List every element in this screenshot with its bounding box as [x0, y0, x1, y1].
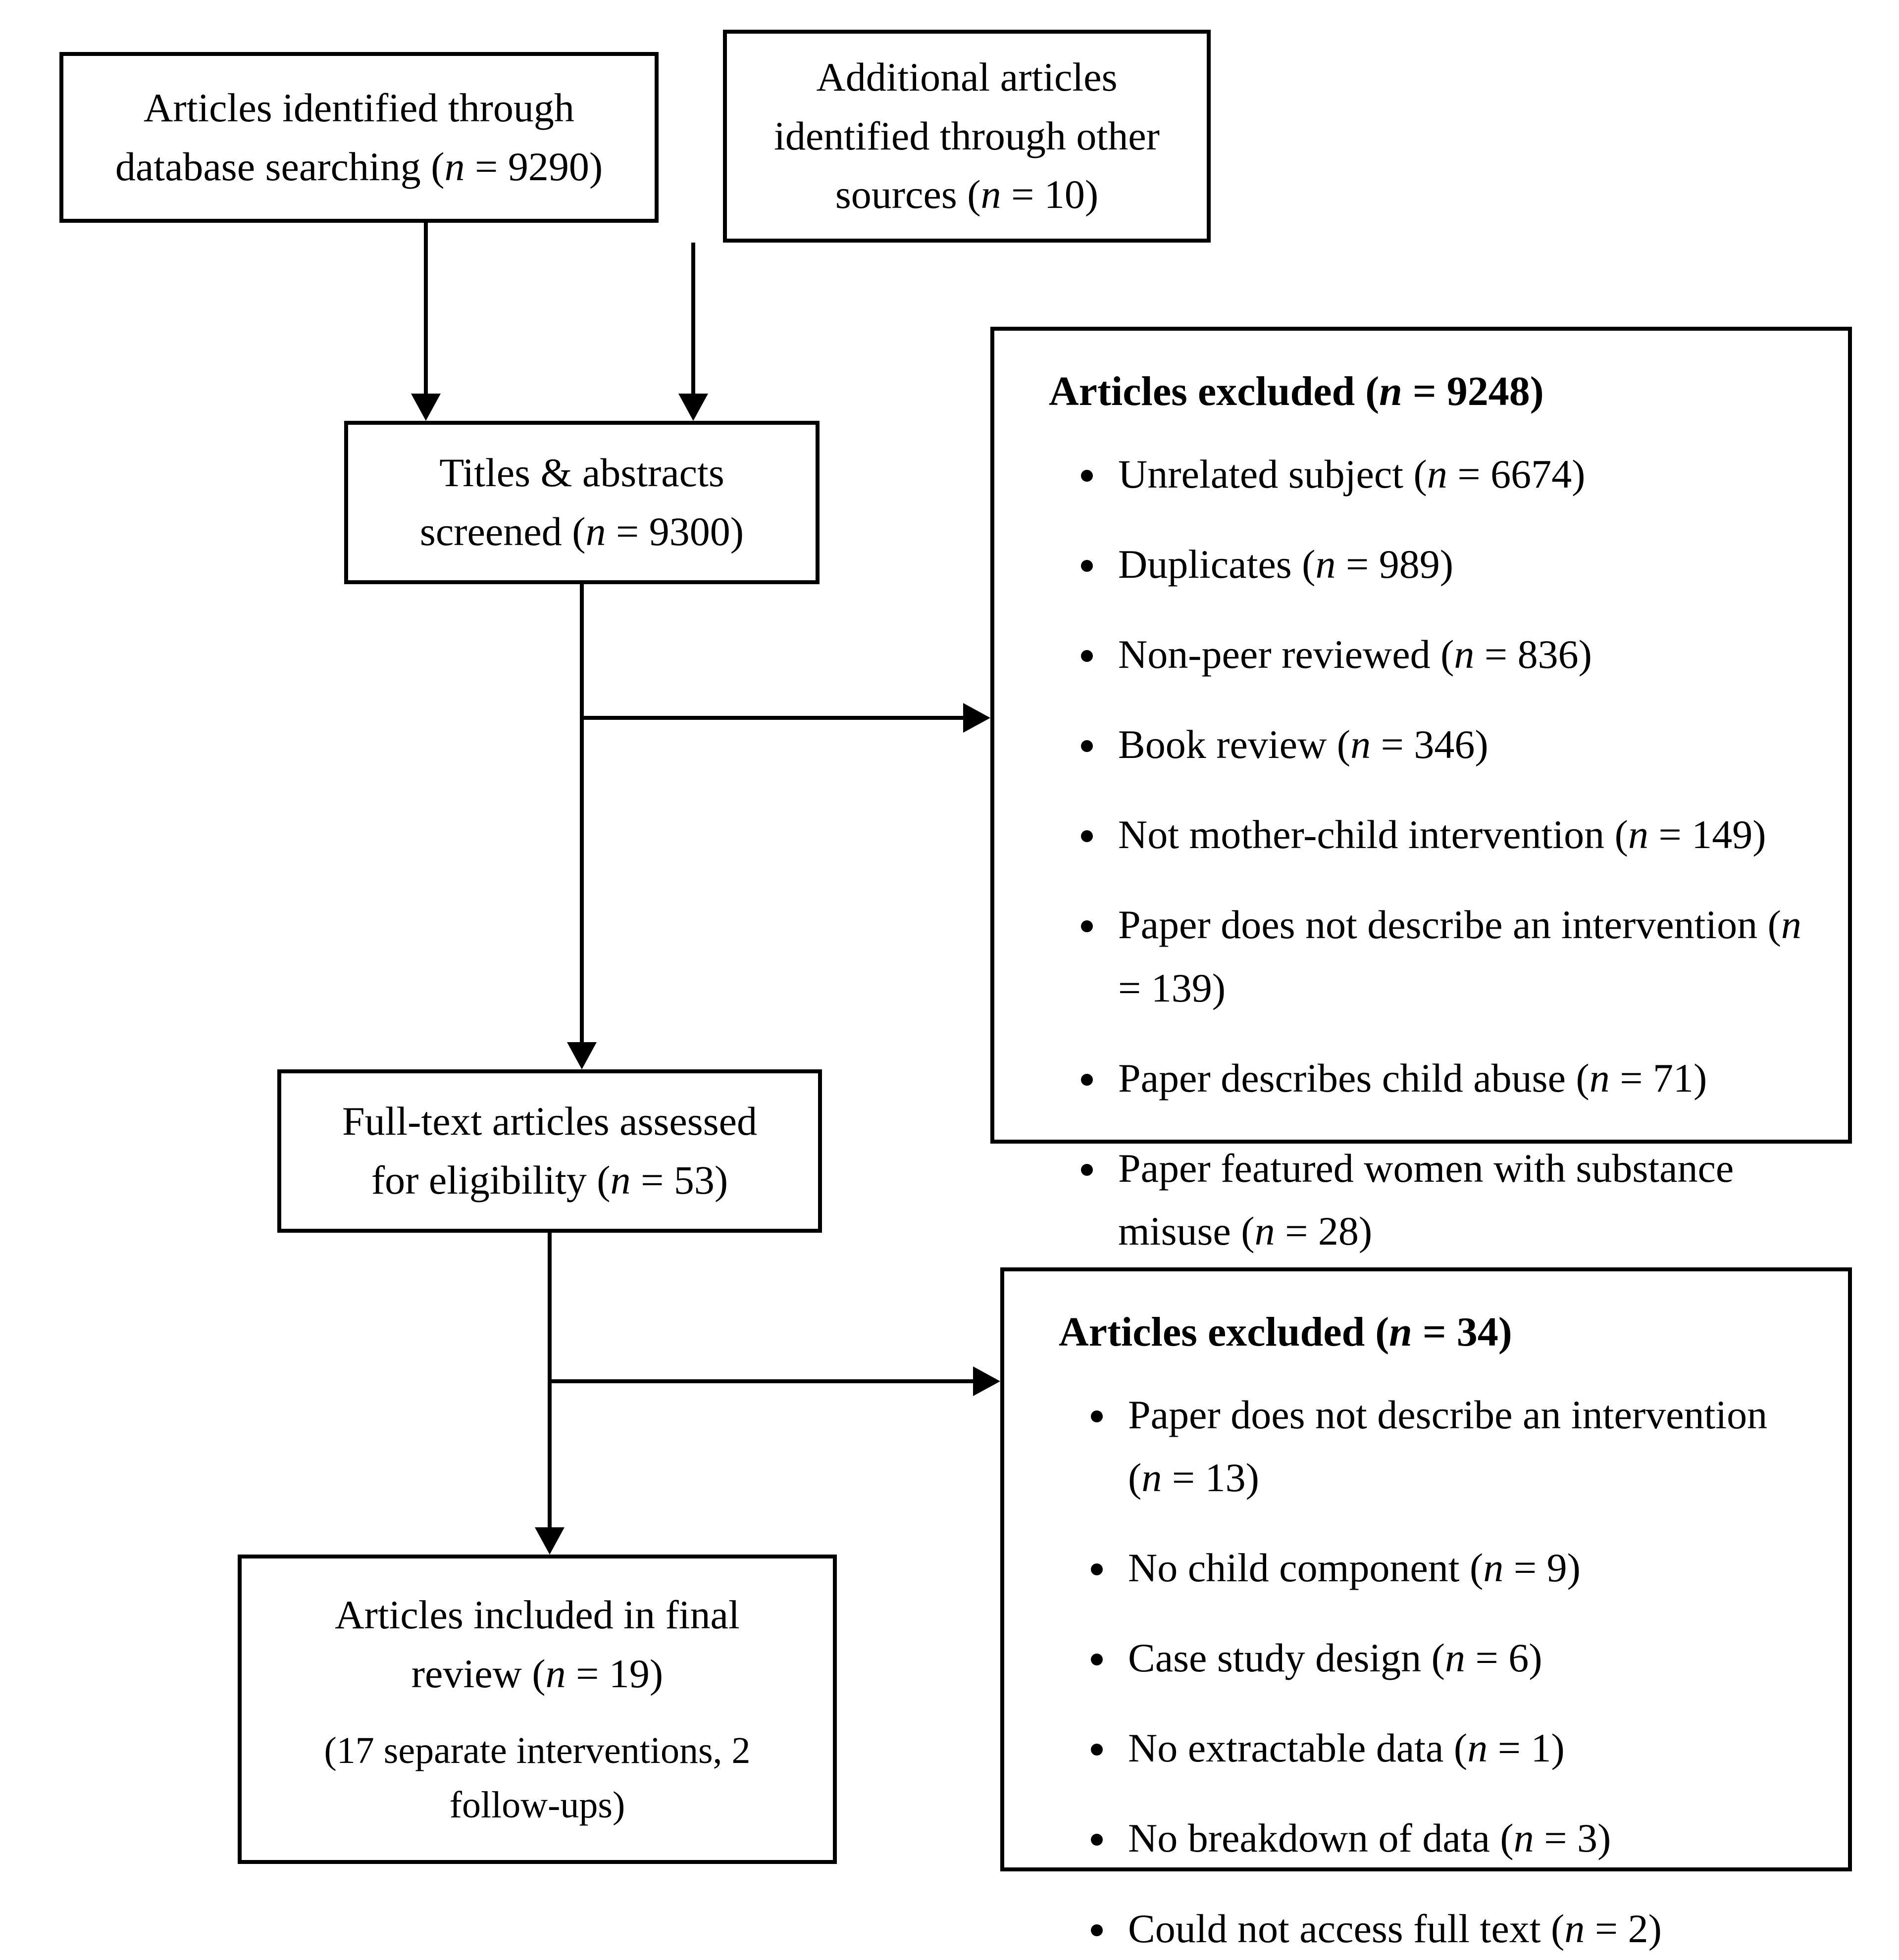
- node-text: Articles identified through database sea…: [93, 79, 625, 197]
- exclusion-heading: Articles excluded (n = 34): [1059, 1301, 1808, 1363]
- node-text: Titles & abstracts screened (n = 9300): [420, 444, 744, 561]
- text: Articles excluded (: [1059, 1309, 1389, 1355]
- n-value: 9248: [1447, 368, 1530, 414]
- n-label: n: [445, 144, 465, 189]
- n-label: n: [1389, 1309, 1412, 1355]
- text: for eligibility (: [371, 1157, 611, 1203]
- equals: =: [566, 1651, 609, 1696]
- n-value: 34: [1457, 1309, 1498, 1355]
- equals: =: [465, 144, 508, 189]
- text: ): [730, 509, 744, 554]
- text: ): [650, 1651, 663, 1696]
- exclusion-item: Could not access full text (n = 2): [1118, 1897, 1808, 1960]
- text: Articles excluded (: [1049, 368, 1379, 414]
- n-label: n: [611, 1157, 631, 1203]
- exclusion-item: Paper does not describe an intervention …: [1108, 893, 1808, 1019]
- text: ): [1530, 368, 1544, 414]
- exclusion-item: Paper featured women with substance misu…: [1108, 1137, 1808, 1262]
- text: Articles included in final: [335, 1592, 739, 1637]
- exclusion-list: Paper does not describe an intervention …: [1044, 1383, 1808, 1960]
- n-label: n: [1379, 368, 1402, 414]
- node-text: Additional articles identified through o…: [774, 48, 1160, 225]
- node-subtext: (17 separate interventions, 2 follow-ups…: [271, 1723, 803, 1832]
- n-label: n: [981, 172, 1001, 217]
- exclusion-heading: Articles excluded (n = 9248): [1049, 360, 1808, 423]
- exclusion-item: Paper does not describe an intervention …: [1118, 1383, 1808, 1509]
- n-label: n: [586, 509, 606, 554]
- text: Titles & abstracts: [439, 450, 724, 495]
- node-included: Articles included in final review (n = 1…: [238, 1555, 837, 1864]
- node-identified-other: Additional articles identified through o…: [723, 30, 1211, 243]
- exclusion-item: No child component (n = 9): [1118, 1536, 1808, 1599]
- exclusion-box-2: Articles excluded (n = 34) Paper does no…: [1000, 1267, 1852, 1871]
- exclusion-box-1: Articles excluded (n = 9248) Unrelated s…: [990, 327, 1852, 1144]
- text: review (: [411, 1651, 546, 1696]
- text: identified through other: [774, 113, 1160, 158]
- text: ): [589, 144, 603, 189]
- text: screened (: [420, 509, 586, 554]
- equals: =: [1402, 368, 1447, 414]
- text: Additional articles: [817, 54, 1118, 100]
- exclusion-item: Case study design (n = 6): [1118, 1626, 1808, 1689]
- equals: =: [631, 1157, 674, 1203]
- n-value: 10: [1044, 172, 1085, 217]
- equals: =: [606, 509, 649, 554]
- n-label: n: [546, 1651, 566, 1696]
- text: sources (: [835, 172, 981, 217]
- exclusion-list: Unrelated subject (n = 6674) Duplicates (…: [1034, 443, 1808, 1262]
- n-value: 9300: [649, 509, 730, 554]
- node-identified-database: Articles identified through database sea…: [59, 52, 659, 223]
- n-value: 53: [674, 1157, 715, 1203]
- text: Full-text articles assessed: [342, 1099, 757, 1144]
- text: ): [715, 1157, 728, 1203]
- node-text: Full-text articles assessed for eligibil…: [342, 1092, 757, 1210]
- node-text: Articles included in final review (n = 1…: [335, 1586, 739, 1704]
- node-fulltext: Full-text articles assessed for eligibil…: [277, 1069, 822, 1233]
- exclusion-item: No breakdown of data (n = 3): [1118, 1807, 1808, 1869]
- equals: =: [1001, 172, 1044, 217]
- node-screened: Titles & abstracts screened (n = 9300): [344, 421, 820, 584]
- exclusion-item: Duplicates (n = 989): [1108, 533, 1808, 596]
- text: ): [1085, 172, 1098, 217]
- text: ): [1498, 1309, 1512, 1355]
- exclusion-item: Not mother-child intervention (n = 149): [1108, 803, 1808, 866]
- exclusion-item: No extractable data (n = 1): [1118, 1716, 1808, 1779]
- exclusion-item: Paper describes child abuse (n = 71): [1108, 1047, 1808, 1109]
- equals: =: [1412, 1309, 1457, 1355]
- exclusion-item: Book review (n = 346): [1108, 713, 1808, 776]
- n-value: 9290: [508, 144, 589, 189]
- flowchart-canvas: Articles identified through database sea…: [0, 0, 1899, 1929]
- n-value: 19: [609, 1651, 650, 1696]
- exclusion-item: Unrelated subject (n = 6674): [1108, 443, 1808, 505]
- exclusion-item: Non-peer reviewed (n = 836): [1108, 623, 1808, 686]
